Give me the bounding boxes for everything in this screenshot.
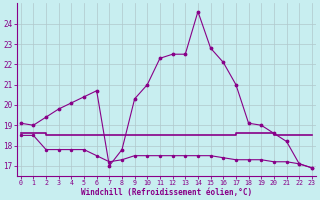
X-axis label: Windchill (Refroidissement éolien,°C): Windchill (Refroidissement éolien,°C): [81, 188, 252, 197]
